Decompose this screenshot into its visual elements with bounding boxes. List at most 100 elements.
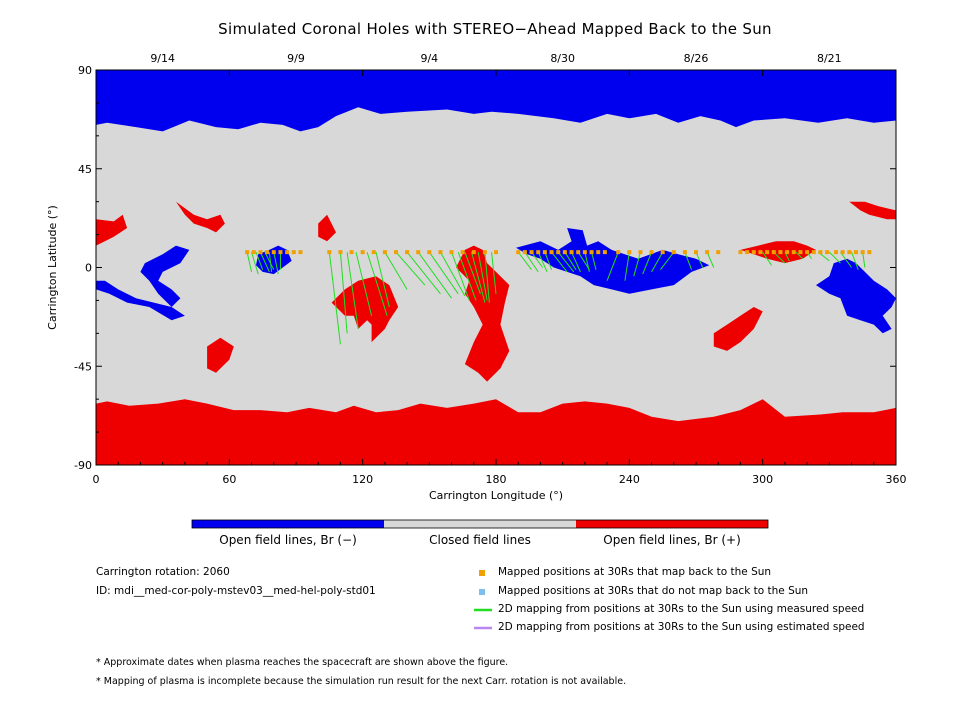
mapping-line [606, 251, 619, 281]
axis-ticks [95, 69, 897, 466]
mapping-lines-measured [246, 251, 866, 345]
mapped-point [482, 250, 487, 255]
mapped-point [671, 250, 676, 255]
colorbar-segment [576, 520, 768, 528]
mapped-point [771, 250, 776, 255]
mapped-point [805, 250, 810, 255]
red-hole-lon45 [176, 201, 225, 233]
mapping-line [660, 251, 675, 270]
mapping-line [795, 251, 804, 260]
mapping-line [339, 252, 348, 334]
red-hole-lon310 [740, 241, 816, 264]
red-hole-lon175 [456, 245, 510, 382]
mapping-line [440, 251, 466, 297]
mapped-point [811, 250, 816, 255]
mapped-point [576, 250, 581, 255]
colorbar-label-positive: Open field lines, Br (+) [603, 533, 741, 547]
positive-open-field-regions [96, 201, 896, 465]
mapped-point [791, 250, 796, 255]
mapped-point [371, 250, 376, 255]
mapped-point [536, 250, 541, 255]
mapped-point [522, 250, 527, 255]
blue-hole-east [816, 258, 896, 334]
mapped-point [745, 250, 750, 255]
mapped-point [649, 250, 654, 255]
mapping-line [451, 251, 470, 301]
mapped-point [854, 250, 858, 255]
mapped-point [298, 250, 303, 255]
mapped-point [682, 250, 687, 255]
mapping-line [762, 251, 772, 266]
note-dates: * Approximate dates when plasma reaches … [96, 657, 509, 668]
mapping-line [471, 252, 486, 303]
mapped-point [818, 250, 823, 255]
mapping-line [642, 251, 653, 275]
mapping-line [840, 251, 852, 268]
date-label: 9/4 [420, 52, 438, 65]
red-hole-lon120 [331, 276, 399, 343]
red-hole-lon290 [713, 307, 763, 351]
date-label: 8/30 [550, 52, 575, 65]
mapped-point [285, 250, 290, 255]
mapped-point [529, 250, 534, 255]
mapped-point [291, 250, 296, 255]
mapped-point [660, 250, 665, 255]
mapping-line [273, 252, 279, 275]
mapped-point [449, 250, 454, 255]
negative-open-field-regions [96, 70, 896, 334]
y-tick-label: -90 [74, 459, 92, 472]
mapping-line [268, 252, 273, 272]
legend-label: 2D mapping from positions at 30Rs to the… [498, 603, 865, 615]
mapping-line [428, 251, 459, 295]
carrington-rotation: Carrington rotation: 2060 [96, 566, 230, 578]
mapped-point [785, 250, 790, 255]
mapped-point [582, 250, 587, 255]
mapped-point [860, 250, 865, 255]
mapped-point [258, 250, 263, 255]
mapping-line [464, 251, 481, 295]
mapped-point [738, 250, 743, 255]
y-tick-label: -45 [74, 360, 92, 373]
mapped-point [867, 250, 872, 255]
mapping-line [517, 251, 532, 270]
mapping-line [395, 251, 426, 286]
x-tick-label: 240 [619, 473, 640, 486]
mapping-line [255, 251, 264, 270]
blue-hole-lon30 [140, 245, 190, 307]
mapped-point [840, 250, 845, 255]
mapped-point [798, 250, 803, 255]
colorbar-segment [384, 520, 576, 528]
mapping-line [551, 251, 568, 273]
mapped-point [349, 250, 354, 255]
mapping-line [384, 251, 408, 290]
mapped-point [705, 250, 710, 255]
red-hole-west-edge [96, 214, 128, 246]
mapped-point [627, 250, 632, 255]
mapping-line [862, 252, 866, 268]
mapped-point [338, 250, 343, 255]
mapping-line [375, 252, 390, 308]
north-polar-hole [96, 70, 896, 132]
mapped-point [562, 250, 567, 255]
y-axis-title: Carrington Latitude (°) [46, 205, 59, 330]
mapped-point [716, 250, 721, 255]
date-label: 9/9 [287, 52, 305, 65]
mapped-point [778, 250, 783, 255]
mapped-point [494, 250, 498, 255]
mapping-line [557, 251, 575, 273]
closed-field-region [96, 70, 896, 465]
mapped-point [602, 250, 607, 255]
mapping-line [624, 252, 630, 281]
note-incomplete: * Mapping of plasma is incomplete becaus… [96, 676, 627, 687]
mapping-line [406, 251, 441, 295]
mapped-point [265, 250, 270, 255]
mapped-point [438, 250, 443, 255]
mapping-line [633, 252, 641, 277]
y-tick-label: 45 [78, 163, 92, 176]
legend-symbols [474, 570, 492, 630]
y-tick-label: 90 [78, 64, 92, 77]
coronal-hole-map [96, 70, 896, 465]
mapping-line [564, 251, 577, 270]
mapping-line [524, 251, 539, 273]
mapping-line [651, 251, 664, 273]
